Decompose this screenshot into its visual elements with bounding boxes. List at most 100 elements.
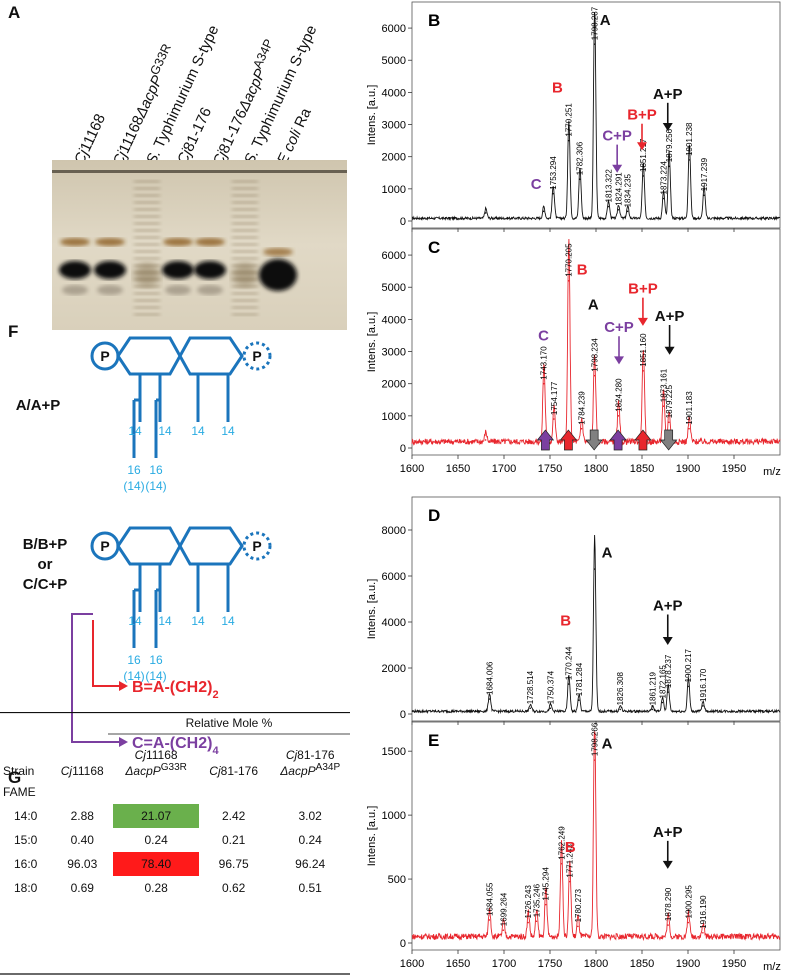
peak-point — [580, 427, 583, 430]
spectrum-trace — [411, 730, 781, 942]
gel-ladder-band — [134, 187, 160, 190]
acyl-chains-top — [132, 374, 230, 458]
y-tick-label: 500 — [388, 874, 406, 886]
peak-point — [593, 374, 596, 377]
table-cell: 2.42 — [221, 809, 246, 823]
peak-point — [502, 929, 505, 932]
peak-label: 1750.374 — [546, 670, 555, 704]
peak-label: 1879.256 — [665, 128, 674, 162]
peak-label: 1781.284 — [575, 662, 584, 696]
table-cell: 96.24 — [295, 857, 326, 871]
peak-point — [529, 707, 532, 710]
gel-background — [52, 160, 347, 330]
gel-band — [62, 285, 88, 295]
table-row: 15:0 0.40 0.24 0.21 0.24 — [0, 828, 352, 852]
peak-label: 1770.251 — [565, 103, 574, 137]
peak-label: 1901.183 — [685, 391, 694, 425]
peak-point — [662, 405, 665, 408]
peak-point — [484, 212, 487, 214]
peak-label: 1834.235 — [624, 173, 633, 207]
y-tick-label: 2000 — [382, 379, 406, 391]
table-cell: 0.24 — [298, 833, 322, 847]
sugar-ring-2-bottom — [178, 526, 244, 566]
peak-point — [542, 382, 545, 385]
row-label: 16:0 — [14, 857, 38, 871]
peak-point — [552, 192, 554, 195]
gel-band — [194, 261, 226, 279]
peak-point — [642, 175, 644, 177]
peak-point — [688, 427, 690, 430]
table-column-header: Cj11168 ΔacpPG33R — [125, 748, 187, 778]
x-tick-label: 1650 — [446, 958, 470, 970]
y-tick-label: 6000 — [382, 250, 406, 262]
peak-point — [607, 205, 610, 208]
y-tick-label: 1500 — [382, 746, 406, 758]
peak-label: 1754.177 — [550, 381, 559, 415]
y-tick-label: 5000 — [382, 282, 406, 294]
peak-label: 1728.514 — [526, 670, 535, 704]
peak-label: 1851.160 — [639, 333, 648, 367]
gel-ladder-band — [134, 208, 160, 211]
shift-marker-arrow — [585, 429, 603, 451]
spectrum-panel-b: B 0 1000 2000 3000 4000 5000 6000 Intens. [a.u.]… — [366, 1, 781, 232]
gel-ladder-band — [232, 229, 258, 232]
phosphate-circle-right-bottom — [242, 531, 272, 561]
y-axis-label: Intens. [a.u.] — [366, 312, 378, 373]
table-cell: 0.28 — [144, 881, 168, 895]
peak-annotation: A+P — [653, 598, 683, 615]
gel-ladder-band — [134, 229, 160, 232]
gel-band — [165, 285, 191, 295]
peak-annotation: B — [560, 612, 571, 629]
peak-point — [568, 880, 571, 883]
peak-annotation: B — [565, 839, 576, 856]
structure-label-a: A/A+P — [16, 397, 61, 414]
peak-annotation: A+P — [655, 308, 685, 325]
gel-ladder-band — [232, 187, 258, 190]
spectrum-trace — [411, 11, 781, 222]
peak-label: 1916.170 — [699, 668, 708, 702]
panel-label-e: E — [428, 731, 439, 750]
peak-label: 1873.224 — [659, 161, 668, 195]
x-tick-label: 1750 — [538, 958, 562, 970]
x-axis-label: m/z — [763, 466, 781, 478]
c-arrow-head — [119, 737, 128, 747]
peak-point — [593, 568, 596, 570]
peak-label: 1735.246 — [532, 883, 541, 917]
peak-annotation: A — [602, 545, 613, 562]
peak-point — [703, 194, 705, 197]
y-tick-label: 3000 — [382, 347, 406, 359]
peak-point — [593, 43, 596, 45]
table-column-header: Cj11168 — [60, 764, 104, 778]
gel-ladder-band — [232, 313, 258, 316]
peak-label: 1753.294 — [549, 156, 558, 190]
table-column-header: Cj81-176 — [209, 764, 259, 778]
panel-label-d: D — [428, 506, 440, 525]
table-cell: 0.69 — [70, 881, 94, 895]
spectrum-panel-d: D 0 2000 4000 6000 8000 Intens. [a.u.] 1684.006… — [366, 496, 781, 725]
peak-point — [668, 165, 670, 168]
chain-length-label: 14 — [128, 424, 142, 438]
gel-ladder-band — [134, 306, 160, 309]
gel-ladder-band — [134, 215, 160, 218]
table-cell: 78.40 — [113, 852, 199, 876]
peak-point — [651, 708, 654, 711]
peak-label: 1684.006 — [485, 661, 494, 695]
annotation-arrow-head — [662, 122, 673, 131]
gel-ladder-band — [134, 222, 160, 225]
x-axis-label: m/z — [763, 961, 781, 973]
x-tick-label: 1600 — [400, 463, 424, 475]
peak-label: 1813.322 — [604, 169, 613, 203]
x-tick-label: 1950 — [722, 958, 746, 970]
table-super-header: Relative Mole % — [185, 716, 273, 730]
gel-ladder-band — [232, 194, 258, 197]
x-tick-label: 1700 — [492, 463, 516, 475]
gel-ladder-band — [134, 292, 160, 295]
x-tick-label: 1850 — [630, 958, 654, 970]
peak-label: 1900.295 — [684, 885, 693, 919]
table-cell: 21.07 — [113, 804, 199, 828]
panel-label-g: G — [8, 768, 22, 787]
acyl-chains-bottom — [132, 564, 230, 648]
table-cell: 0.40 — [70, 833, 94, 847]
y-tick-label: 0 — [400, 709, 406, 721]
peak-point — [617, 208, 620, 211]
